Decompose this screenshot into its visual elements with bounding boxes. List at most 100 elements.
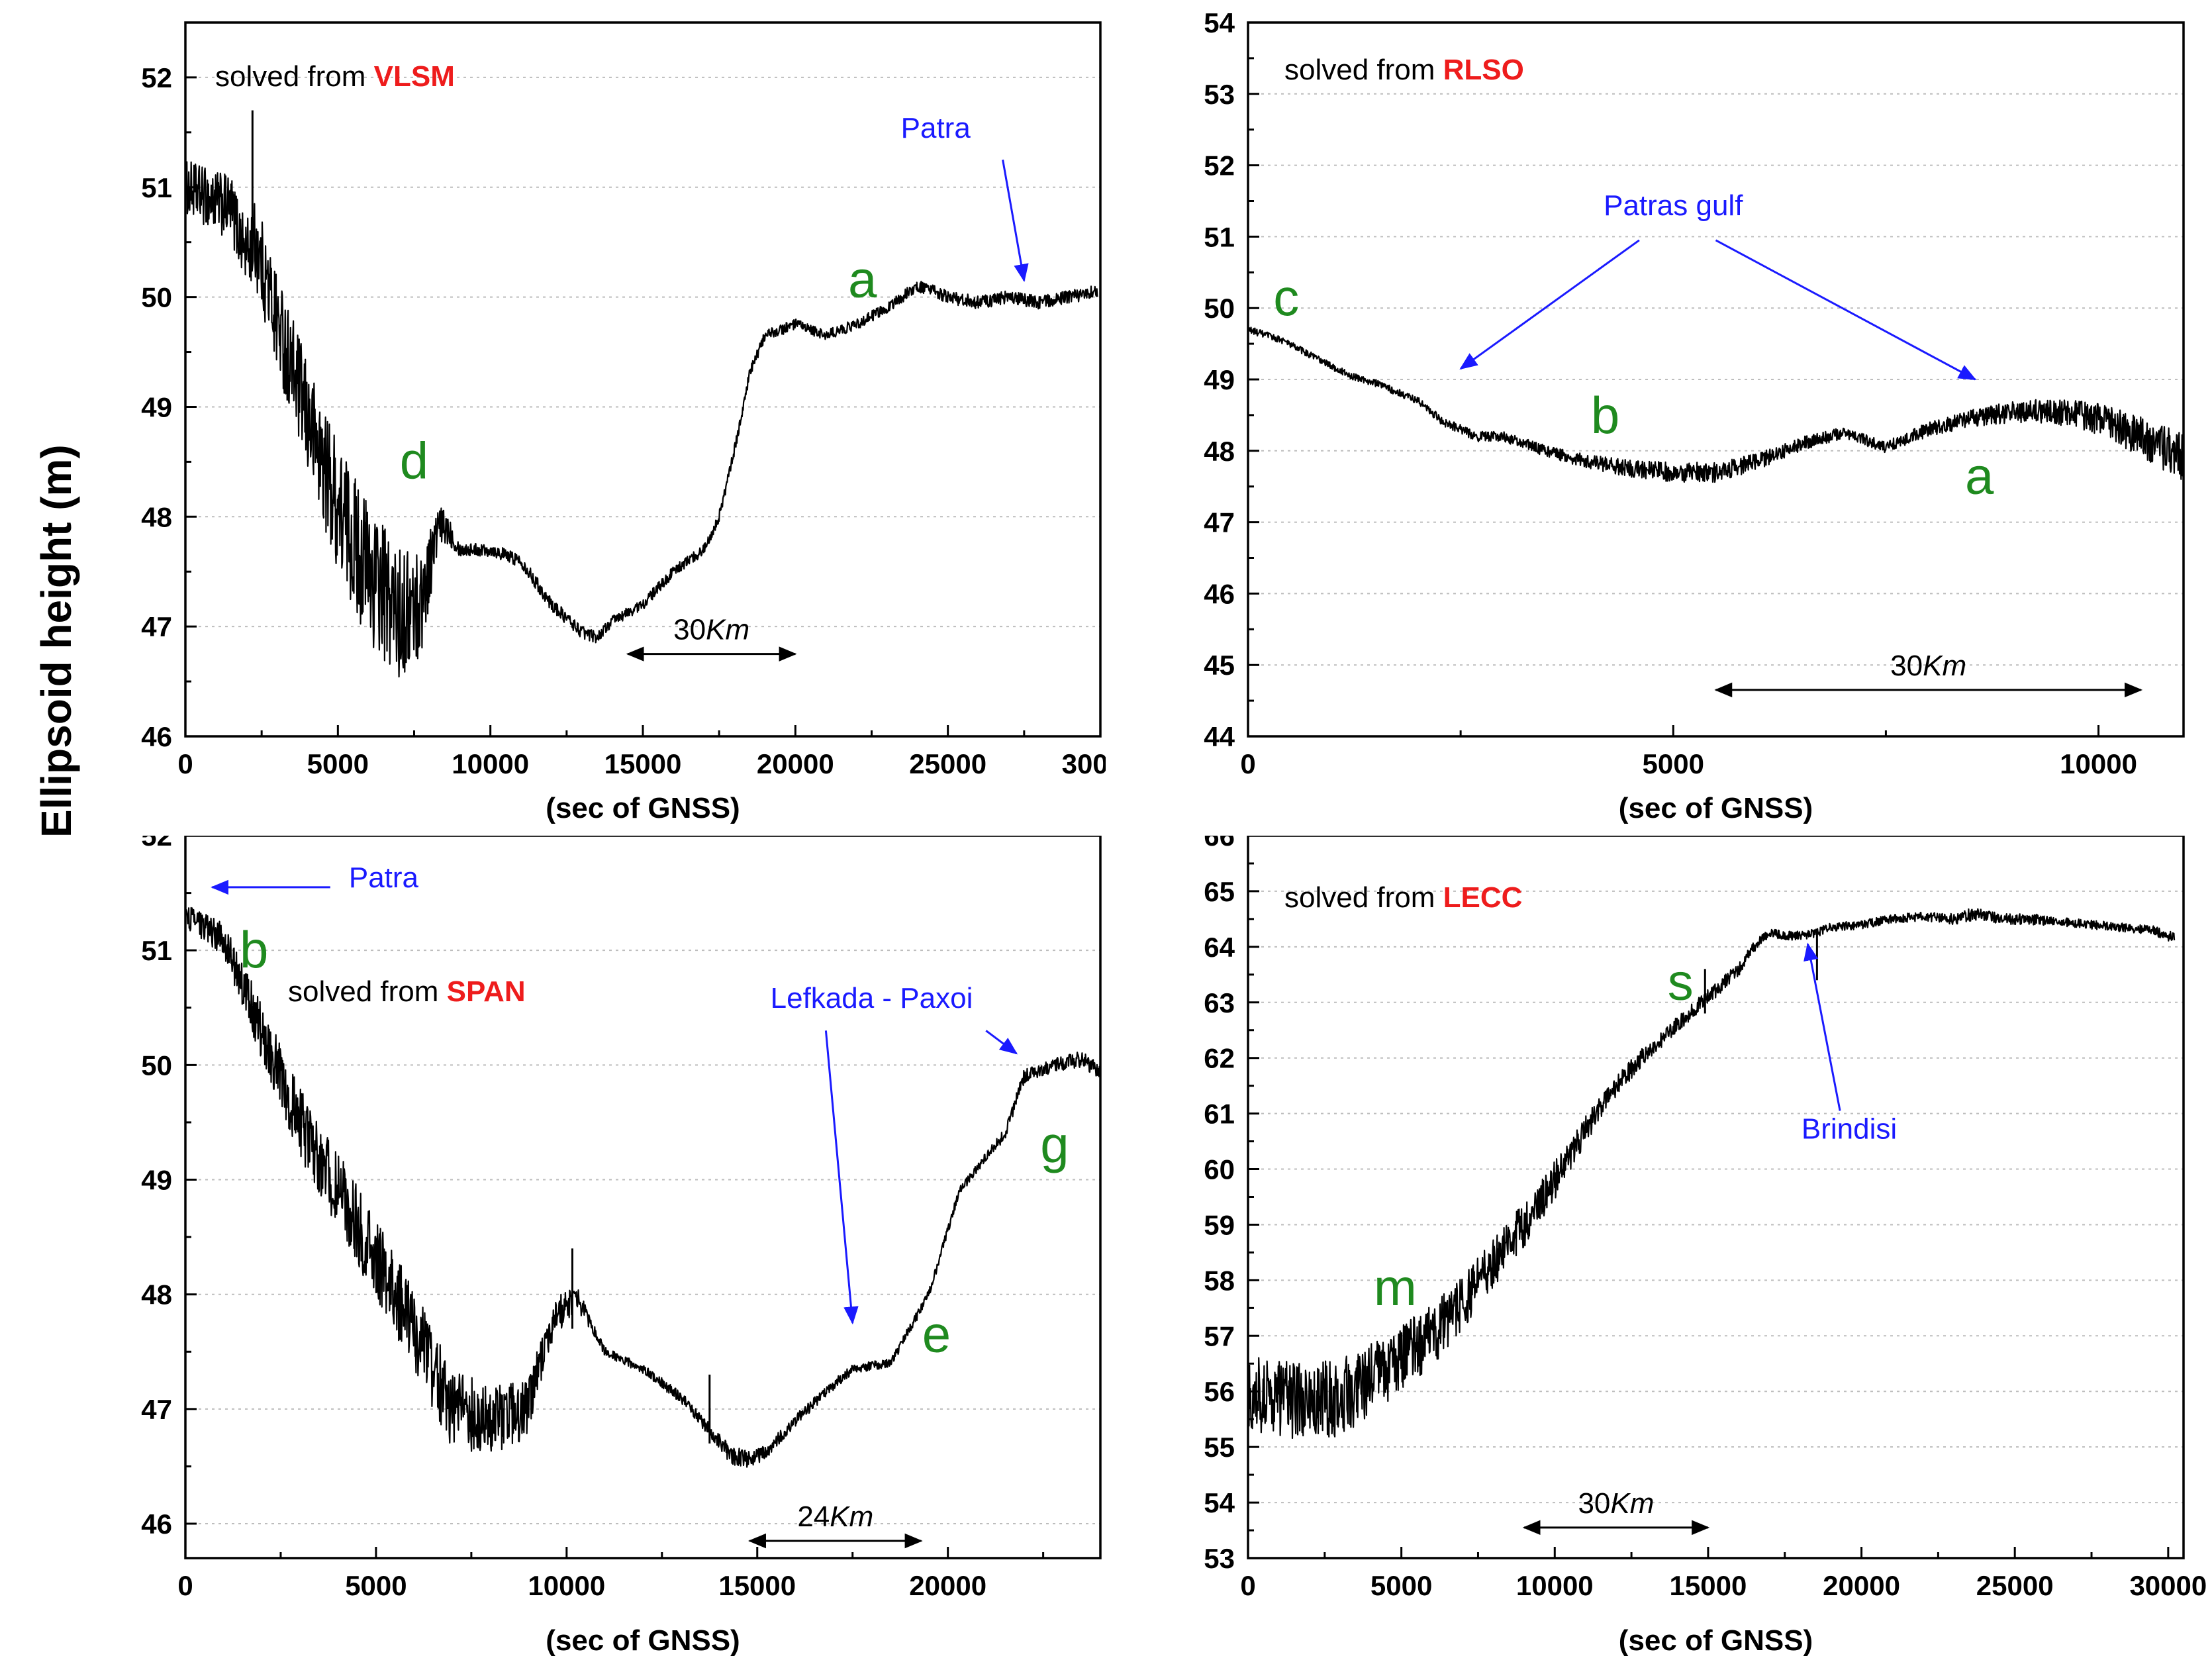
- vlsm-x-tick-label: 15000: [604, 748, 682, 779]
- vlsm-x-tick-label: 0: [177, 748, 193, 779]
- span-annotation-segment-label: g: [1040, 1116, 1069, 1174]
- lecc-y-tick-label: 64: [1204, 932, 1235, 963]
- span-y-tick-label: 48: [141, 1279, 172, 1310]
- vlsm-station-prefix: solved from: [215, 60, 374, 93]
- rlso-y-tick-label: 53: [1204, 79, 1235, 110]
- lecc-station-name: LECC: [1443, 881, 1523, 914]
- rlso-station-name: RLSO: [1443, 54, 1524, 86]
- lecc-station-prefix: solved from: [1284, 881, 1443, 914]
- rlso-x-tick-label: 0: [1240, 748, 1255, 779]
- lecc-y-tick-label: 60: [1204, 1154, 1235, 1185]
- vlsm-scale-bar-value: 30: [673, 614, 706, 646]
- rlso-annotation-arrow: [1459, 239, 1640, 370]
- vlsm-x-tick-label: 30000: [1062, 748, 1106, 779]
- span-x-axis-label: (sec of GNSS): [546, 1624, 740, 1657]
- lecc-x-tick-label: 0: [1240, 1570, 1255, 1601]
- lecc-plot-frame: [1247, 836, 2185, 1559]
- span-scale-bar-value: 24: [797, 1500, 830, 1533]
- lecc-y-tick-label: 53: [1204, 1543, 1235, 1574]
- vlsm-annotation-arrow: [1002, 160, 1029, 282]
- span-x-tick-label: 5000: [345, 1570, 407, 1601]
- span-y-tick-label: 52: [141, 836, 172, 852]
- vlsm-scale-bar-unit: Km: [706, 614, 749, 646]
- rlso-annotation-segment-label: a: [1965, 446, 1994, 505]
- span-annotation-segment-label: b: [240, 920, 268, 979]
- lecc-x-tick-label: 10000: [1516, 1570, 1594, 1601]
- span-annotation-place-label: Lefkada - Paxoi: [771, 982, 973, 1014]
- span-y-tick-label: 47: [141, 1394, 172, 1425]
- span-series-line: [184, 907, 1101, 1468]
- lecc-scale-bar-unit: Km: [1610, 1487, 1654, 1520]
- span-station-name: SPAN: [447, 975, 526, 1008]
- vlsm-y-tick-label: 52: [141, 62, 172, 93]
- chart-panel-rlso: 0 5000 10000 44 45 46 47 48 49 50 51 52 53 54 (sec of …: [1204, 7, 2185, 824]
- rlso-y-tick-label: 51: [1204, 221, 1235, 252]
- lecc-y-tick-label: 59: [1204, 1209, 1235, 1240]
- vlsm-x-tick-label: 20000: [757, 748, 834, 779]
- lecc-y-tick-label: 57: [1204, 1320, 1235, 1352]
- rlso-scale-bar-label: 30Km: [1890, 650, 1966, 682]
- vlsm-y-tick-label: 49: [141, 391, 172, 422]
- rlso-y-tick-label: 44: [1204, 721, 1235, 752]
- lecc-y-tick-label: 55: [1204, 1432, 1235, 1463]
- lecc-annotation-arrow: [1803, 942, 1841, 1111]
- span-x-tick-label: 10000: [528, 1570, 605, 1601]
- lecc-series-line: [1247, 908, 2176, 1440]
- span-y-tick-label: 50: [141, 1050, 172, 1081]
- rlso-y-tick-label: 50: [1204, 293, 1235, 324]
- span-x-tick-label: 20000: [909, 1570, 986, 1601]
- vlsm-annotation-segment-label: a: [848, 250, 877, 309]
- rlso-plot-frame: [1247, 21, 2185, 738]
- lecc-x-tick-label: 15000: [1670, 1570, 1747, 1601]
- lecc-y-tick-label: 65: [1204, 876, 1235, 907]
- vlsm-series-line: [184, 161, 1098, 678]
- lecc-station-label: solved from LECC: [1284, 881, 1522, 914]
- rlso-y-tick-label: 48: [1204, 436, 1235, 467]
- vlsm-x-axis-label: (sec of GNSS): [546, 792, 740, 824]
- rlso-annotation-segment-label: c: [1273, 268, 1299, 326]
- span-x-tick-label: 0: [177, 1570, 193, 1601]
- rlso-scale-bar-unit: Km: [1923, 650, 1966, 682]
- span-annotation-arrow: [985, 1030, 1018, 1055]
- rlso-scale-bar-value: 30: [1890, 650, 1923, 682]
- lecc-x-tick-label: 30000: [2129, 1570, 2207, 1601]
- lecc-y-tick-label: 63: [1204, 987, 1235, 1018]
- vlsm-annotation-place-label: Patra: [901, 112, 971, 144]
- span-y-tick-label: 46: [141, 1508, 172, 1540]
- lecc-annotation-segment-label: s: [1668, 953, 1694, 1011]
- span-y-tick-label: 49: [141, 1165, 172, 1196]
- vlsm-x-tick-label: 5000: [307, 748, 369, 779]
- vlsm-x-tick-label: 25000: [909, 748, 986, 779]
- vlsm-station-name: VLSM: [374, 60, 455, 93]
- lecc-y-tick-label: 54: [1204, 1487, 1235, 1518]
- span-station-label: solved from SPAN: [288, 975, 526, 1008]
- span-annotation-arrow: [824, 1030, 859, 1325]
- vlsm-y-tick-label: 48: [141, 501, 172, 532]
- rlso-annotation-segment-label: b: [1591, 386, 1619, 444]
- lecc-scale-bar-value: 30: [1578, 1487, 1610, 1520]
- span-y-tick-label: 51: [141, 935, 172, 966]
- lecc-x-axis-label: (sec of GNSS): [1619, 1624, 1813, 1657]
- rlso-station-label: solved from RLSO: [1284, 54, 1524, 86]
- rlso-y-tick-label: 52: [1204, 150, 1235, 181]
- vlsm-annotation-segment-label: d: [400, 431, 428, 489]
- lecc-x-tick-label: 25000: [1976, 1570, 2054, 1601]
- chart-panel-lecc: 0 5000 10000 15000 20000 25000 30000 53 54 55 56 57…: [1204, 836, 2207, 1657]
- span-scale-bar-label: 24Km: [797, 1500, 873, 1533]
- span-plot-frame: [184, 836, 1102, 1559]
- rlso-x-tick-label: 5000: [1643, 748, 1704, 779]
- vlsm-station-label: solved from VLSM: [215, 60, 455, 93]
- lecc-annotation-segment-label: m: [1374, 1258, 1417, 1316]
- lecc-y-tick-label: 66: [1204, 836, 1235, 852]
- lecc-y-tick-label: 61: [1204, 1099, 1235, 1130]
- vlsm-scale-bar-label: 30Km: [673, 614, 749, 646]
- lecc-x-tick-label: 20000: [1823, 1570, 1900, 1601]
- vlsm-y-tick-label: 46: [141, 721, 172, 752]
- rlso-y-tick-label: 46: [1204, 578, 1235, 609]
- vlsm-x-tick-label: 10000: [452, 748, 529, 779]
- rlso-x-axis-label: (sec of GNSS): [1619, 792, 1813, 824]
- span-station-prefix: solved from: [288, 975, 447, 1008]
- rlso-annotation-arrow: [1715, 239, 1977, 381]
- rlso-y-tick-label: 45: [1204, 650, 1235, 681]
- rlso-station-prefix: solved from: [1284, 54, 1443, 86]
